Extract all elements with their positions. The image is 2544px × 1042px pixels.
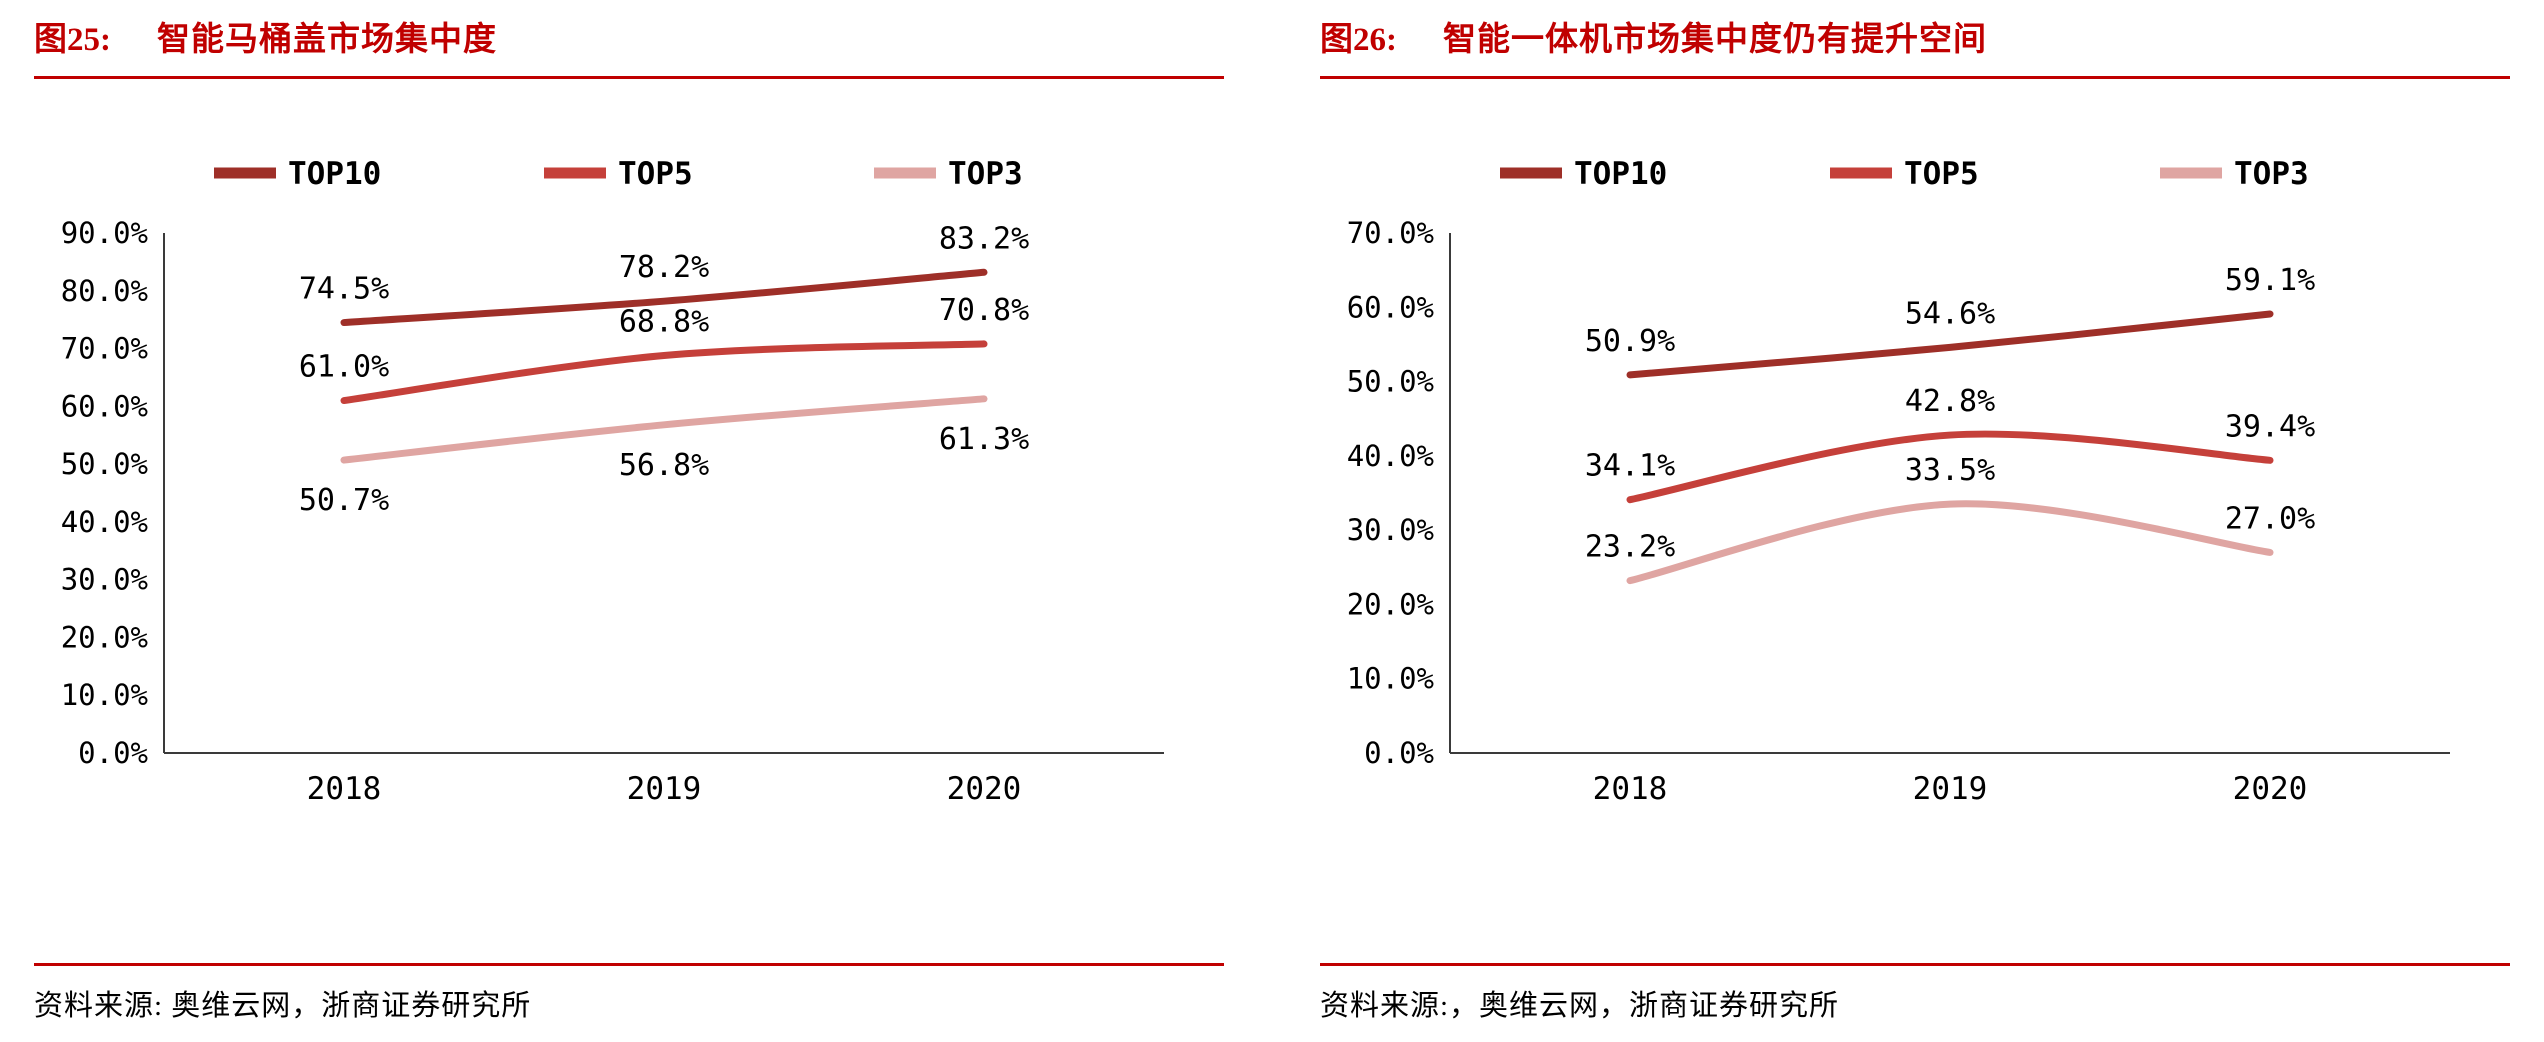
- data-label: 70.8%: [939, 293, 1029, 328]
- y-tick-label: 60.0%: [61, 389, 148, 423]
- chart-title: 智能一体机市场集中度仍有提升空间: [1443, 22, 1987, 58]
- x-tick-label: 2019: [1913, 771, 1988, 807]
- figure-label: 图25:: [34, 22, 111, 58]
- legend-label-top5: TOP5: [1904, 156, 1979, 192]
- data-label: 39.4%: [2225, 409, 2315, 444]
- data-label: 61.0%: [299, 349, 389, 384]
- legend-label-top10: TOP10: [1574, 156, 1667, 192]
- y-tick-label: 30.0%: [1347, 513, 1434, 547]
- chart-area: TOP10 TOP5 TOP3 0.0% 10.0% 20.0% 30.0% 40.0% 50.…: [1320, 93, 2480, 870]
- y-tick-label: 70.0%: [61, 331, 148, 365]
- x-tick-label: 2018: [307, 771, 382, 807]
- series-line-top10: [1626, 310, 2274, 379]
- line-chart: TOP10 TOP5 TOP3 0.0% 10.0% 20.0% 30.0% 40.0% 50.…: [61, 156, 1164, 807]
- legend-label-top5: TOP5: [618, 156, 693, 192]
- y-tick-label: 0.0%: [1364, 736, 1434, 770]
- data-label: 59.1%: [2225, 263, 2315, 298]
- chart-header: 图26: 智能一体机市场集中度仍有提升空间: [1320, 22, 2510, 60]
- chart-panel-left: 图25: 智能马桶盖市场集中度 TOP10 TOP5 TOP3 0.0% 10.0% 20…: [34, 22, 1224, 1024]
- x-tick-label: 2019: [627, 771, 702, 807]
- figure-label: 图26:: [1320, 22, 1397, 58]
- data-label: 33.5%: [1905, 453, 1995, 488]
- y-tick-label: 80.0%: [61, 274, 148, 308]
- title-rule: [1320, 75, 2510, 79]
- legend-label-top3: TOP3: [948, 156, 1023, 192]
- y-tick-label: 20.0%: [1347, 587, 1434, 621]
- chart-area: TOP10 TOP5 TOP3 0.0% 10.0% 20.0% 30.0% 40.0% 50.…: [34, 93, 1194, 870]
- y-tick-label: 0.0%: [78, 736, 148, 770]
- data-label: 54.6%: [1905, 296, 1995, 331]
- y-tick-label: 40.0%: [1347, 439, 1434, 473]
- y-tick-label: 20.0%: [61, 620, 148, 654]
- y-tick-label: 70.0%: [1347, 216, 1434, 250]
- y-tick-label: 50.0%: [61, 447, 148, 481]
- chart-panel-right: 图26: 智能一体机市场集中度仍有提升空间 TOP10 TOP5 TOP3 0.0% 1…: [1320, 22, 2510, 1024]
- title-rule: [34, 75, 1224, 79]
- series-line-top5: [340, 340, 988, 404]
- source-rule: [34, 963, 1224, 966]
- x-tick-label: 2020: [2233, 771, 2308, 807]
- legend-label-top10: TOP10: [288, 156, 381, 192]
- x-tick-label: 2020: [947, 771, 1022, 807]
- chart-title: 智能马桶盖市场集中度: [157, 22, 497, 58]
- data-label: 50.9%: [1585, 324, 1675, 359]
- series-line-top5: [1626, 430, 2274, 504]
- series-line-top3: [1626, 500, 2274, 585]
- source-rule: [1320, 963, 2510, 966]
- data-label: 23.2%: [1585, 530, 1675, 565]
- series-line-top10: [340, 268, 988, 326]
- data-label: 56.8%: [619, 448, 709, 483]
- data-label: 61.3%: [939, 422, 1029, 457]
- data-label: 74.5%: [299, 271, 389, 306]
- y-tick-label: 30.0%: [61, 563, 148, 597]
- y-tick-label: 40.0%: [61, 505, 148, 539]
- line-chart: TOP10 TOP5 TOP3 0.0% 10.0% 20.0% 30.0% 40.0% 50.…: [1347, 156, 2450, 807]
- chart-header: 图25: 智能马桶盖市场集中度: [34, 22, 1224, 60]
- data-label: 34.1%: [1585, 449, 1675, 484]
- source-text: 资料来源:，奥维云网，浙商证券研究所: [1320, 990, 1840, 1022]
- data-label: 50.7%: [299, 483, 389, 518]
- y-tick-label: 50.0%: [1347, 365, 1434, 399]
- data-label: 83.2%: [939, 221, 1029, 256]
- legend-label-top3: TOP3: [2234, 156, 2309, 192]
- series-line-top3: [340, 395, 988, 464]
- data-label: 78.2%: [619, 250, 709, 285]
- y-tick-label: 60.0%: [1347, 290, 1434, 324]
- y-tick-label: 90.0%: [61, 216, 148, 250]
- source-text: 资料来源: 奥维云网，浙商证券研究所: [34, 990, 532, 1022]
- data-label: 27.0%: [2225, 501, 2315, 536]
- x-tick-label: 2018: [1593, 771, 1668, 807]
- y-tick-label: 10.0%: [61, 678, 148, 712]
- y-tick-label: 10.0%: [1347, 662, 1434, 696]
- data-label: 42.8%: [1905, 384, 1995, 419]
- data-label: 68.8%: [619, 304, 709, 339]
